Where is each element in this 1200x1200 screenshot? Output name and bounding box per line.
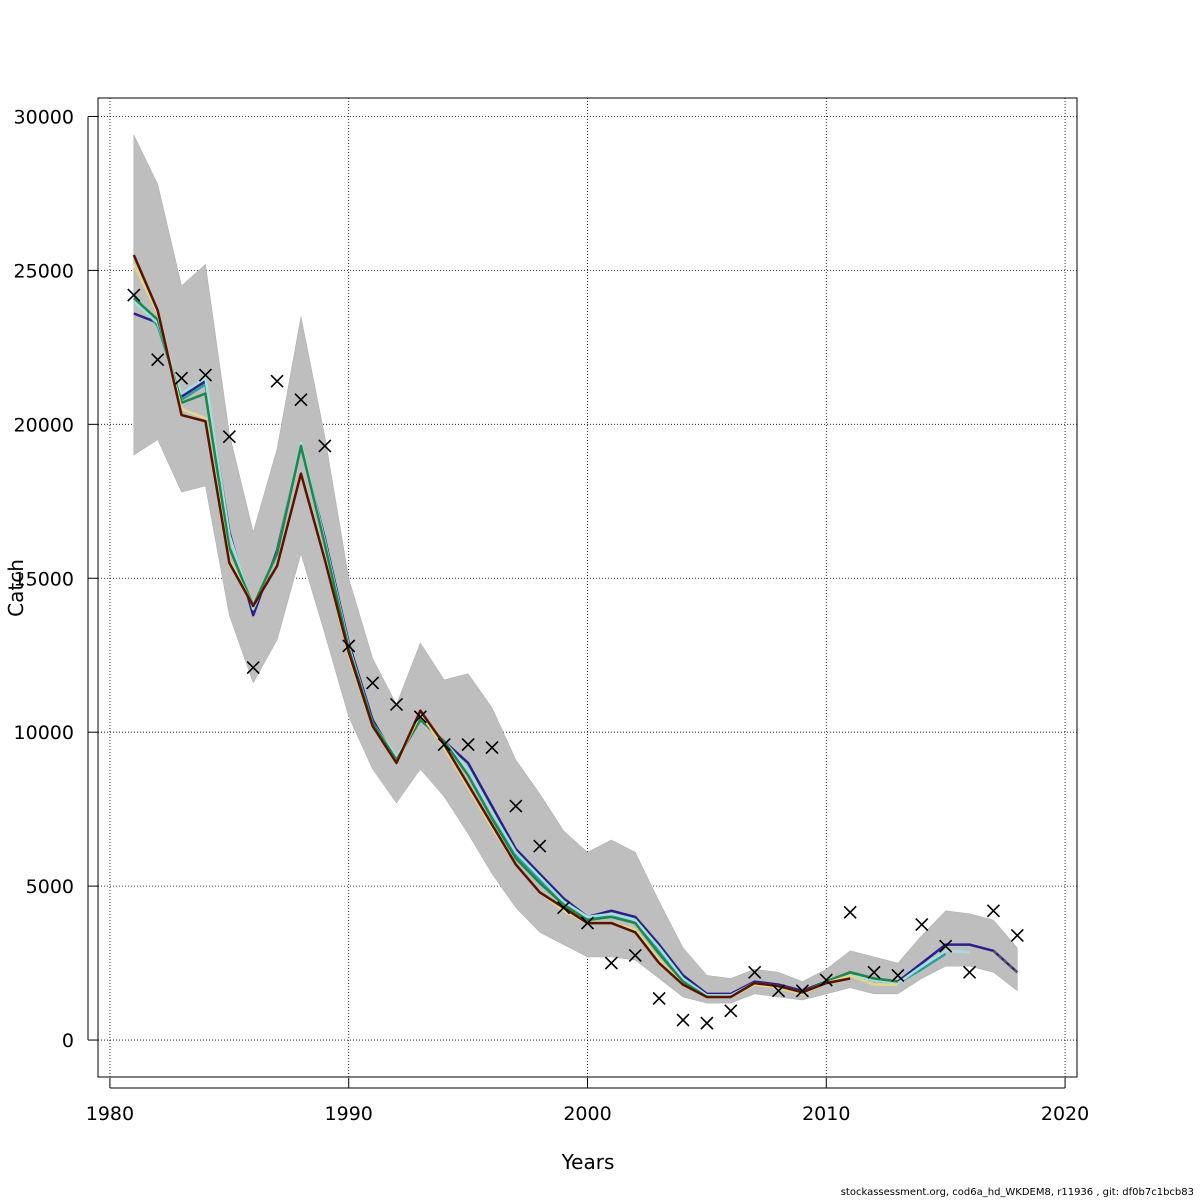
y-tick-label: 10000 xyxy=(14,722,74,744)
observation-point xyxy=(294,393,308,407)
y-tick-label: 25000 xyxy=(14,260,74,282)
y-tick-label: 0 xyxy=(62,1030,74,1052)
observation-point xyxy=(939,939,953,953)
observation-point xyxy=(771,984,786,998)
observation-point xyxy=(318,439,332,453)
observation-point xyxy=(533,839,547,853)
observation-point xyxy=(270,374,284,388)
x-axis-title: Years xyxy=(561,1150,615,1174)
observation-point xyxy=(676,1013,690,1027)
observation-point xyxy=(485,741,499,755)
observation-point xyxy=(819,973,833,987)
x-tick-label: 1980 xyxy=(86,1103,134,1125)
observation-point xyxy=(175,371,189,385)
observation-point xyxy=(986,904,1000,918)
y-tick-label: 5000 xyxy=(26,876,74,898)
observation-point xyxy=(222,430,236,444)
observation-point xyxy=(557,901,571,915)
observation-point xyxy=(461,737,475,752)
confidence-band-area xyxy=(133,134,1018,1004)
y-tick-label: 15000 xyxy=(14,568,74,590)
footer-credit: stockassessment.org, cod6a_hd_WKDEM8, r1… xyxy=(840,1187,1194,1198)
observation-point xyxy=(389,697,404,712)
observation-point xyxy=(437,737,451,752)
observation-point xyxy=(891,968,905,982)
x-tick-label: 2000 xyxy=(563,1103,611,1125)
observation-point xyxy=(1010,928,1024,942)
observation-point xyxy=(127,288,141,302)
x-tick-label: 2020 xyxy=(1041,1103,1089,1125)
observation-point xyxy=(246,660,260,675)
x-tick-label: 1990 xyxy=(325,1103,373,1125)
x-tick-label: 2010 xyxy=(802,1103,850,1125)
observation-point xyxy=(509,799,523,813)
axes: 1980 1990 2000 2010 2020 0 5000 10000 15000 20000… xyxy=(14,97,1089,1125)
observation-point xyxy=(795,984,809,998)
observation-point xyxy=(724,1004,738,1018)
projection-segment xyxy=(992,949,1019,974)
observation-point xyxy=(843,905,857,919)
y-axis-title: Catch xyxy=(4,559,28,617)
series-line-6 xyxy=(132,254,851,999)
confidence-band xyxy=(133,134,1018,1004)
series-lines xyxy=(132,254,1019,999)
observation-point xyxy=(198,368,213,382)
observation-point xyxy=(342,639,356,653)
observation-point xyxy=(366,676,380,690)
observation-point xyxy=(580,916,595,930)
observation-point xyxy=(700,1016,714,1030)
y-tick-label: 30000 xyxy=(14,106,74,128)
observation-point xyxy=(748,965,762,979)
observation-point xyxy=(867,965,881,979)
plot-frame xyxy=(97,97,1078,1078)
observation-point xyxy=(915,918,929,932)
y-tick-label: 20000 xyxy=(14,414,74,436)
observation-point xyxy=(652,991,666,1006)
observation-point xyxy=(604,956,618,970)
observation-point xyxy=(413,710,427,724)
observation-markers xyxy=(127,288,1024,1030)
observation-point xyxy=(628,948,642,962)
observation-point xyxy=(151,353,165,367)
observation-point xyxy=(962,965,977,979)
